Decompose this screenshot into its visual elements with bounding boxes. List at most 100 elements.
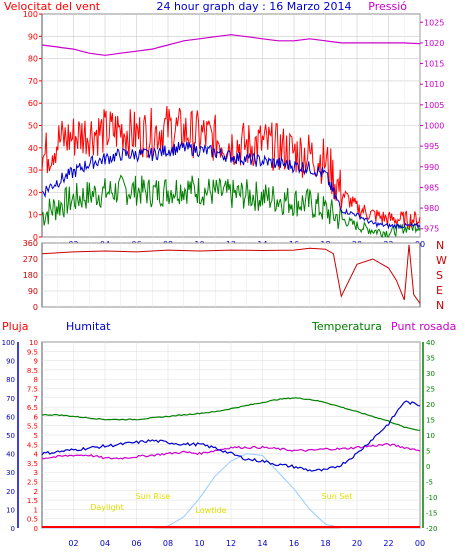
humidity-tick-label: 60: [6, 413, 15, 421]
time-tick-label: 02: [68, 539, 78, 548]
humidity-tick-label: 0: [11, 525, 15, 533]
lower-panel-time-axis: 02 04 06 08 10 12 14 16 18 20 22 00: [68, 539, 425, 548]
humidity-tick-label: 80: [6, 376, 15, 384]
temperature-tick-label: 40: [426, 339, 435, 347]
rain-tick-label: 2: [34, 488, 38, 496]
wind-speed-axis: 0 10 20 30 40 50 60 70 80 90 100: [23, 10, 42, 242]
rain-tick-label: 1: [34, 506, 38, 514]
direction-series: [41, 244, 421, 304]
rain-tick-label: 2.5: [27, 479, 38, 487]
wind-tick-label: 10: [28, 211, 38, 220]
rain-tick-label: 6.5: [27, 404, 38, 412]
humidity-tick-label: 20: [6, 488, 15, 496]
dewpoint-line: [41, 442, 421, 460]
temperature-tick-label: 25: [426, 386, 435, 394]
humidity-axis: 0 10 20 30 40 50 60 70 80 90 100: [2, 339, 19, 533]
humidity-tick-label: 70: [6, 395, 15, 403]
pressure-tick-label: 995: [424, 142, 439, 151]
sunset-label: Sun Set: [322, 492, 353, 501]
rain-tick-label: 3: [34, 469, 38, 477]
temperature-line: [41, 397, 421, 431]
rain-tick-label: 1.5: [27, 497, 38, 505]
rain-tick-label: 5: [34, 432, 38, 440]
time-tick-label: 06: [131, 539, 141, 548]
direction-tick-label: 90: [28, 287, 38, 296]
temperature-tick-label: -5: [426, 479, 433, 487]
temperature-tick-label: 5: [426, 448, 430, 456]
wind-tick-label: 70: [28, 77, 38, 86]
humidity-tick-label: 90: [6, 358, 15, 366]
humidity-temperature-series: [41, 397, 421, 529]
compass-label: N: [436, 239, 444, 252]
wind-speed-label: Velocitat del vent: [4, 0, 101, 13]
wind-minimum-line: [41, 174, 421, 239]
humidity-tick-label: 50: [6, 432, 15, 440]
compass-label: E: [436, 284, 443, 297]
wind-direction-line: [41, 244, 421, 304]
pressure-tick-label: 990: [424, 163, 439, 172]
wind-average-line: [42, 140, 421, 230]
chart-title: 24 hour graph day : 16 Marzo 2014: [156, 0, 351, 13]
pressure-tick-label: 1020: [424, 39, 444, 48]
wind-tick-label: 40: [28, 144, 38, 153]
time-tick-label: 04: [100, 539, 110, 548]
humidity-tick-label: 30: [6, 469, 15, 477]
dewpoint-label: Punt rosada: [391, 320, 456, 333]
rain-tick-label: 5.5: [27, 423, 38, 431]
rain-tick-label: 9.5: [27, 348, 38, 356]
wind-tick-label: 50: [28, 122, 38, 131]
wind-panel-grid: [42, 13, 421, 238]
pressure-tick-label: 1010: [424, 80, 444, 89]
temperature-tick-label: 35: [426, 355, 435, 363]
rain-tick-label: 7.5: [27, 386, 38, 394]
wind-tick-label: 80: [28, 55, 38, 64]
direction-tick-label: 180: [23, 271, 38, 280]
rain-tick-label: 7: [34, 395, 38, 403]
rain-tick-label: 6: [34, 413, 39, 421]
temperature-axis: -20 -15 -10 -5 0 5 10 15 20 25 30 35 40: [422, 339, 437, 533]
pressure-tick-label: 980: [424, 204, 439, 213]
temperature-tick-label: -15: [426, 510, 437, 518]
temperature-tick-label: 30: [426, 370, 435, 378]
rain-tick-label: 10: [29, 339, 38, 347]
time-tick-label: 00: [415, 539, 425, 548]
direction-tick-label: 0: [33, 303, 38, 312]
rain-tick-label: 0: [34, 525, 38, 533]
wind-tick-label: 0: [33, 233, 38, 242]
time-tick-label: 20: [352, 539, 362, 548]
rain-tick-label: 8.5: [27, 367, 38, 375]
wind-pressure-series: [41, 33, 421, 239]
pressure-tick-label: 975: [424, 225, 439, 234]
temperature-tick-label: 15: [426, 417, 435, 425]
pressure-tick-label: 1025: [424, 18, 444, 27]
humidity-label: Humitat: [66, 320, 111, 333]
rain-tick-label: 8: [34, 376, 38, 384]
time-tick-label: 08: [163, 539, 173, 548]
rain-label: Pluja: [2, 320, 28, 333]
lowtide-label: Lowtide: [195, 506, 226, 515]
lower-panel-grid: [42, 341, 421, 529]
wind-tick-label: 30: [28, 166, 38, 175]
direction-tick-label: 360: [23, 239, 38, 248]
temperature-tick-label: 0: [426, 463, 430, 471]
humidity-tick-label: 10: [6, 506, 15, 514]
sunrise-label: Sun Rise: [136, 492, 171, 501]
wind-tick-label: 60: [28, 99, 38, 108]
humidity-line: [41, 400, 421, 472]
time-tick-label: 14: [257, 539, 267, 548]
temperature-label: Temperatura: [311, 320, 382, 333]
rain-tick-label: 4: [34, 451, 39, 459]
pressure-tick-label: 1000: [424, 122, 444, 131]
rain-axis: 00.5 11.522.5 33.54 4.555.5 66.577.5 88.59 9.5…: [27, 339, 39, 533]
rain-tick-label: 9: [34, 358, 38, 366]
wind-tick-label: 90: [28, 32, 38, 41]
humidity-tick-label: 40: [6, 451, 15, 459]
pressure-tick-label: 1015: [424, 60, 444, 69]
wind-gust-line: [41, 105, 421, 230]
time-tick-label: 16: [289, 539, 299, 548]
direction-axis: 0 90 180 270 360: [23, 239, 38, 312]
time-tick-label: 12: [226, 539, 236, 548]
temperature-tick-label: 20: [426, 401, 435, 409]
